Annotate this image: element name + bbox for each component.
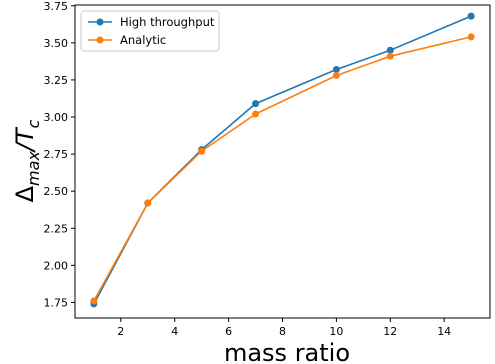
y-tick-label: 2.00 — [44, 259, 69, 272]
y-axis-label-subscript-max: max — [24, 151, 43, 186]
y-tick-label: 2.25 — [44, 222, 69, 235]
y-axis-label: Δmax/Tc — [11, 119, 43, 202]
legend-box — [80, 10, 220, 52]
y-tick-label: 2.50 — [44, 185, 69, 198]
data-point-high-throughput — [467, 12, 475, 20]
y-tick-label: 3.00 — [44, 111, 69, 124]
y-tick-label: 1.75 — [44, 296, 69, 309]
x-tick-label: 8 — [279, 325, 286, 338]
x-axis-ticks: 2 4 6 8 10 12 14 — [117, 318, 451, 338]
legend-marker-high-throughput — [96, 18, 104, 26]
data-point-analytic — [252, 110, 260, 118]
y-tick-label: 2.75 — [44, 148, 69, 161]
y-axis-label-delta: Δ — [11, 185, 39, 202]
x-tick-label: 14 — [437, 325, 451, 338]
x-tick-label: 6 — [225, 325, 232, 338]
x-tick-label: 2 — [117, 325, 124, 338]
data-point-high-throughput — [252, 100, 260, 108]
legend-marker-analytic — [96, 36, 104, 44]
legend-label-analytic: Analytic — [120, 33, 166, 47]
data-point-high-throughput — [386, 46, 394, 54]
y-axis-label-subscript-c: c — [24, 119, 43, 128]
x-tick-label: 10 — [329, 325, 343, 338]
data-point-analytic — [386, 52, 394, 60]
x-tick-label: 4 — [171, 325, 178, 338]
legend: High throughput Analytic — [80, 10, 220, 52]
x-tick-label: 12 — [383, 325, 397, 338]
legend-label-high-throughput: High throughput — [120, 15, 215, 29]
data-point-analytic — [332, 71, 340, 79]
y-tick-label: 3.50 — [44, 37, 69, 50]
data-point-analytic — [144, 199, 152, 207]
data-point-high-throughput — [332, 66, 340, 74]
data-point-analytic — [467, 33, 475, 41]
data-point-analytic — [90, 297, 98, 305]
y-tick-label: 3.25 — [44, 74, 69, 87]
data-point-analytic — [198, 147, 206, 155]
y-tick-label: 3.75 — [44, 0, 69, 13]
series-layer — [90, 12, 475, 308]
x-axis-label: mass ratio — [224, 339, 350, 364]
plot-area — [74, 4, 491, 319]
y-axis-ticks: 1.75 2.00 2.25 2.50 2.75 3.00 3.25 3.50 3.75 — [44, 0, 75, 309]
y-axis-label-over-t: /T — [11, 126, 39, 153]
